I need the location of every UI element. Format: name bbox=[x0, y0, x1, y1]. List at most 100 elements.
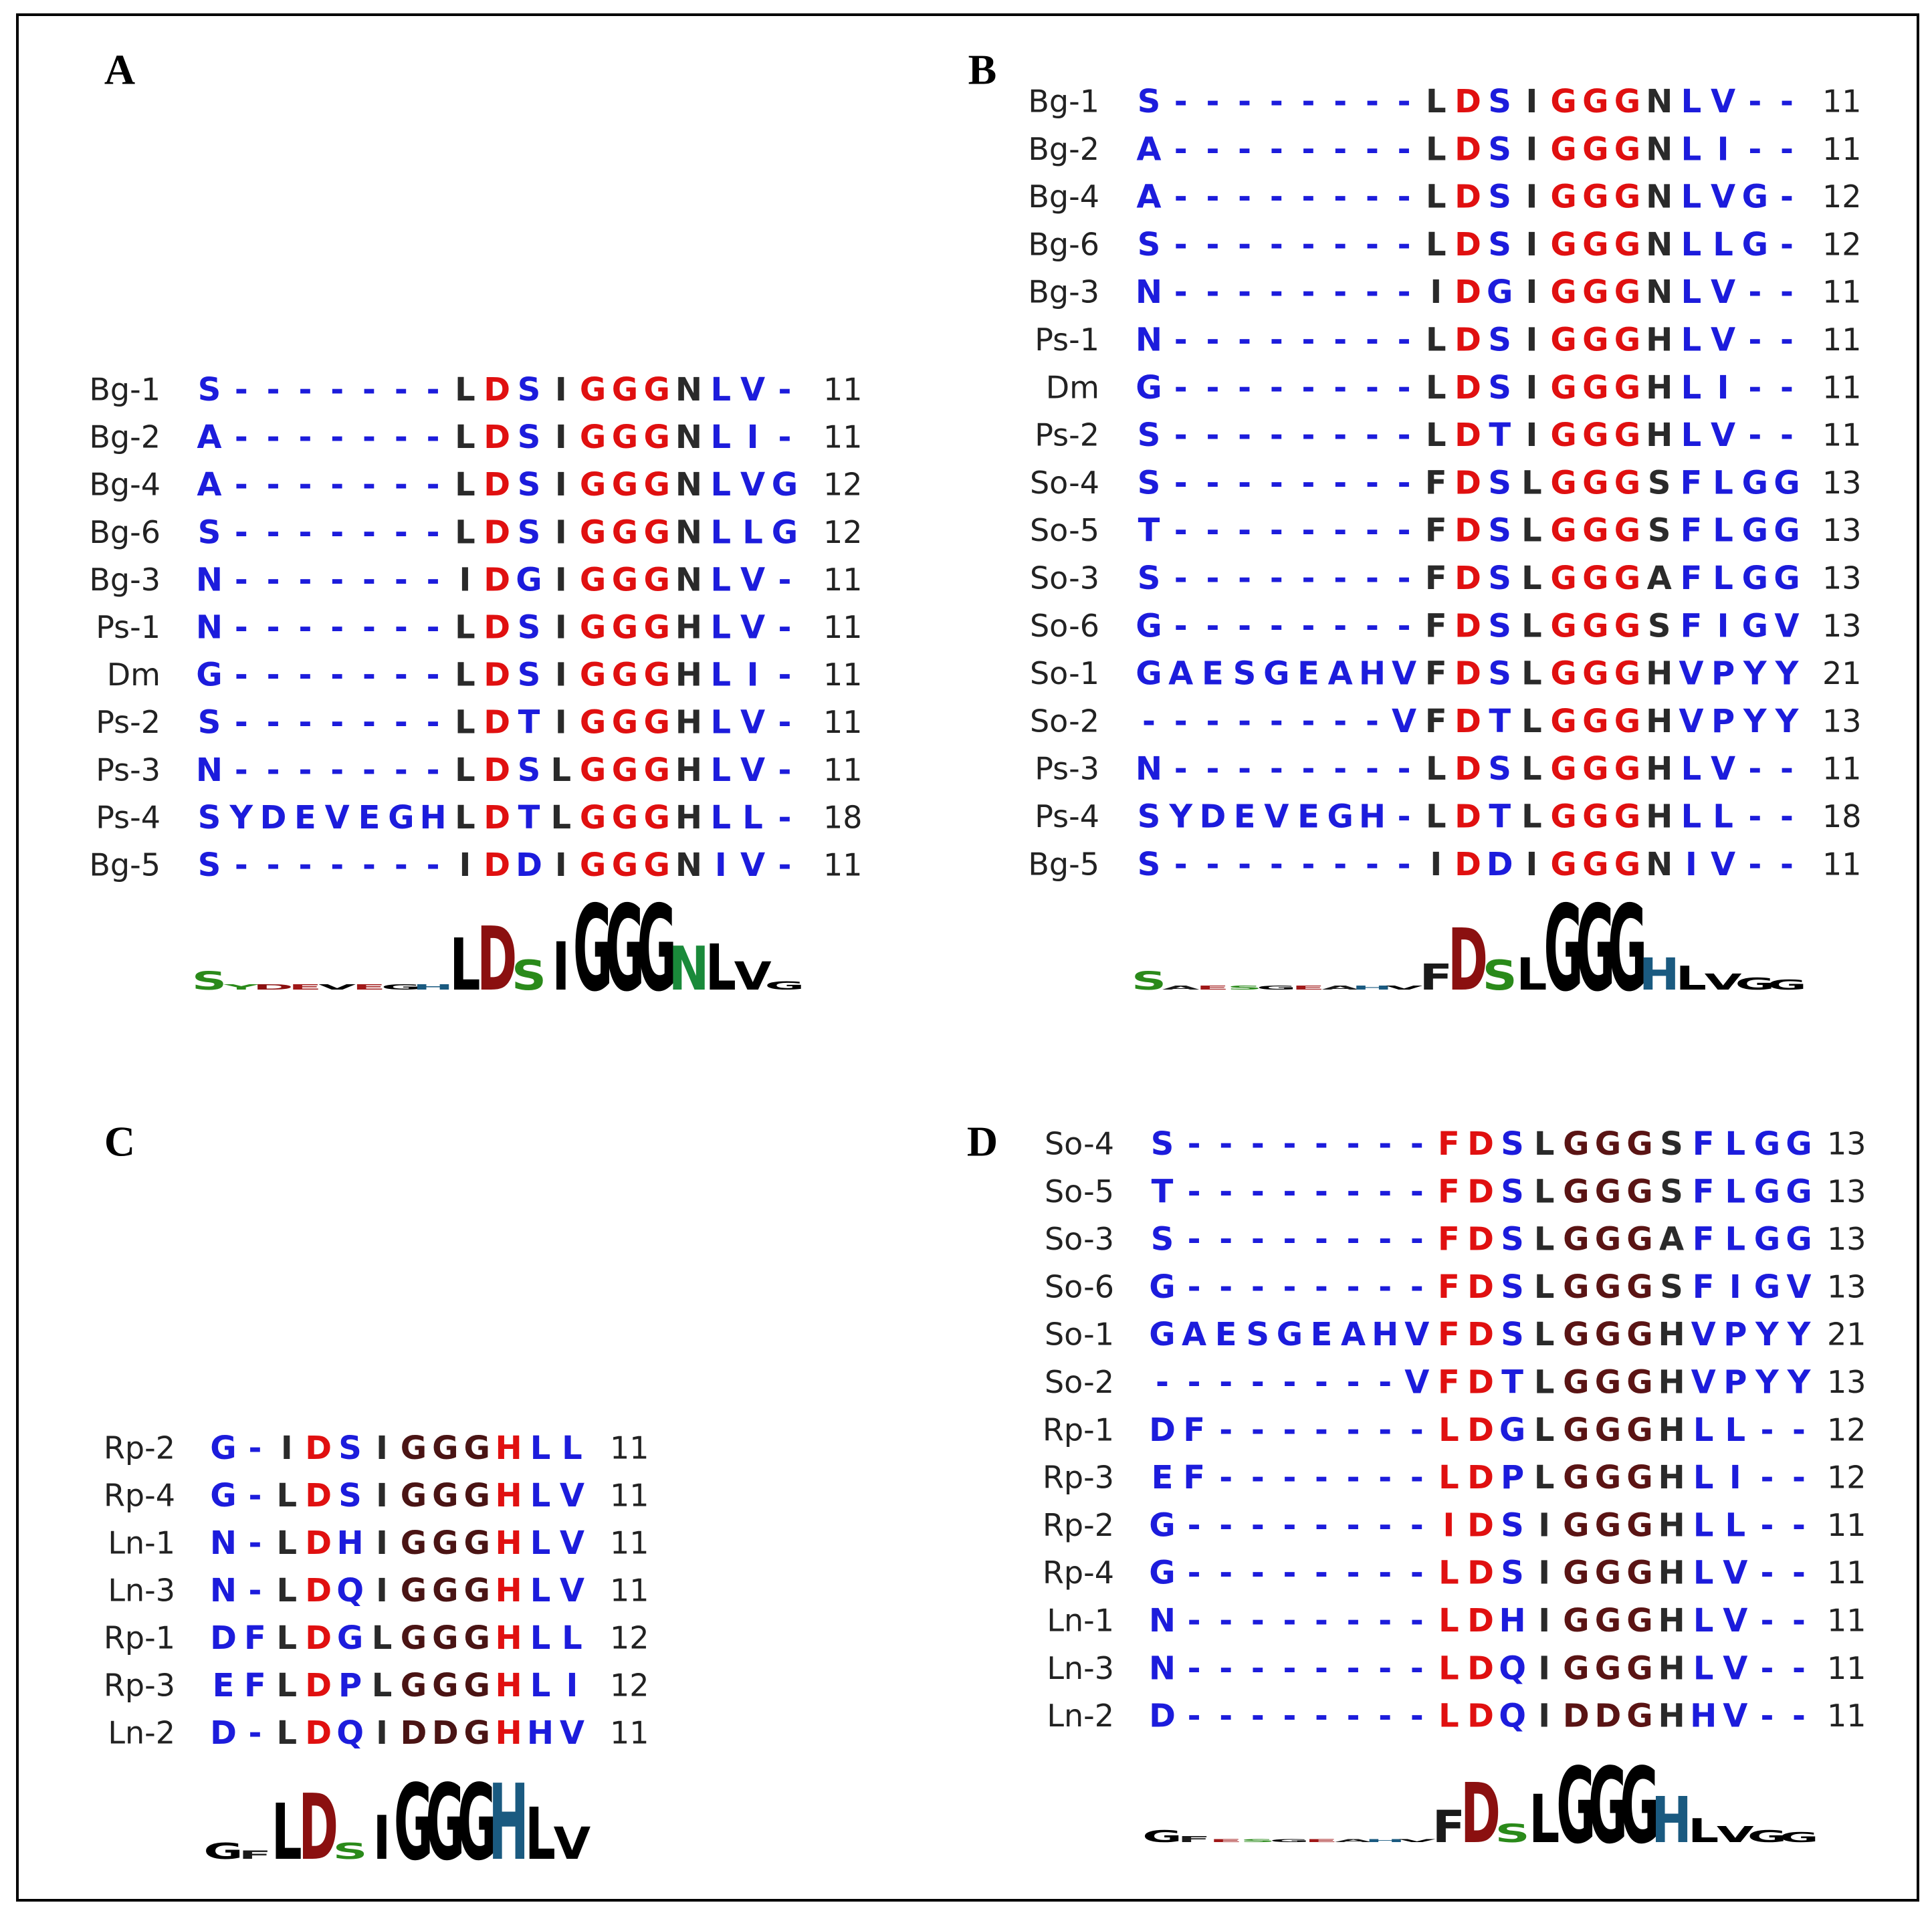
logo-letter: V bbox=[1705, 970, 1743, 995]
residue: T bbox=[1501, 1364, 1523, 1401]
residue: G bbox=[1614, 83, 1640, 120]
residue: L bbox=[1438, 1411, 1459, 1449]
residue: F bbox=[1438, 1221, 1460, 1258]
residue: Y bbox=[1755, 1316, 1780, 1353]
residue: - bbox=[1206, 369, 1219, 407]
residue: P bbox=[338, 1667, 362, 1704]
residue: T bbox=[1489, 417, 1511, 454]
residue: E bbox=[1234, 798, 1256, 836]
residue: N bbox=[1136, 273, 1162, 311]
logo-letter: G bbox=[573, 880, 613, 1017]
residue: A bbox=[1328, 655, 1353, 693]
sequence-length: 11 bbox=[1822, 84, 1862, 120]
residue: N bbox=[210, 1572, 237, 1609]
logo-column: D bbox=[1448, 911, 1488, 1010]
residue: D bbox=[305, 1619, 332, 1657]
residue: L bbox=[1438, 1698, 1459, 1735]
residue: F bbox=[1681, 464, 1703, 501]
residue: - bbox=[1251, 1125, 1265, 1163]
sequence-name: So-5 bbox=[1045, 1173, 1114, 1210]
residue: H bbox=[496, 1572, 522, 1609]
logo-letter: S bbox=[1227, 984, 1262, 991]
sequence-name: Rp-3 bbox=[104, 1668, 175, 1704]
logo-letter: V bbox=[318, 984, 356, 992]
residue: D bbox=[484, 846, 510, 884]
residue: - bbox=[1366, 512, 1379, 550]
residue: I bbox=[1525, 417, 1537, 454]
residue: H bbox=[337, 1524, 364, 1562]
residue: - bbox=[1398, 226, 1411, 263]
residue: G bbox=[1614, 130, 1640, 168]
logo-column: G bbox=[1142, 1827, 1182, 1846]
residue: D bbox=[1455, 607, 1481, 645]
residue: - bbox=[1398, 130, 1411, 168]
residue: I bbox=[566, 1667, 578, 1704]
residue: N bbox=[1646, 83, 1673, 120]
residue: A bbox=[1647, 560, 1672, 597]
residue: - bbox=[298, 371, 312, 409]
residue: V bbox=[325, 799, 350, 836]
residue: - bbox=[1792, 1650, 1806, 1687]
residue: - bbox=[1188, 1650, 1201, 1687]
residue: - bbox=[1333, 560, 1347, 597]
residue: N bbox=[675, 419, 702, 456]
sequence-name: Bg-4 bbox=[1028, 179, 1099, 215]
residue: G bbox=[401, 1430, 427, 1467]
residue: G bbox=[1595, 1506, 1621, 1544]
residue: H bbox=[1646, 750, 1673, 788]
residue: - bbox=[1333, 130, 1347, 168]
residue: D bbox=[1455, 369, 1481, 407]
residue: - bbox=[1333, 83, 1347, 120]
logo-letter: E bbox=[1210, 1838, 1243, 1843]
residue: - bbox=[1270, 179, 1283, 216]
residue: - bbox=[1251, 1221, 1265, 1258]
residue: - bbox=[1219, 1459, 1232, 1496]
residue: N bbox=[196, 561, 223, 598]
residue: G bbox=[1582, 464, 1608, 501]
residue: G bbox=[1614, 179, 1640, 216]
residue: G bbox=[1563, 1221, 1589, 1258]
residue: - bbox=[1283, 1506, 1296, 1544]
sequence-length: 13 bbox=[1822, 608, 1862, 644]
residue: - bbox=[362, 752, 376, 789]
residue: V bbox=[740, 752, 765, 789]
residue: - bbox=[395, 371, 408, 409]
residue: - bbox=[1410, 1221, 1424, 1258]
residue: G bbox=[580, 466, 606, 503]
residue: G bbox=[612, 657, 638, 694]
logo-letter: G bbox=[457, 1762, 497, 1884]
residue: - bbox=[362, 514, 376, 551]
residue: - bbox=[1410, 1698, 1424, 1735]
residue: L bbox=[1725, 1125, 1746, 1163]
residue: - bbox=[362, 704, 376, 742]
residue: - bbox=[1206, 607, 1219, 645]
residue: D bbox=[1467, 1506, 1494, 1544]
logo-letter: H bbox=[1639, 949, 1679, 1000]
residue: F bbox=[1438, 1125, 1460, 1163]
residue: F bbox=[1425, 607, 1447, 645]
residue: E bbox=[1297, 655, 1319, 693]
residue: D bbox=[305, 1714, 332, 1752]
residue: D bbox=[484, 704, 510, 742]
residue: G bbox=[1614, 273, 1640, 311]
residue: S bbox=[1138, 417, 1161, 454]
residue: - bbox=[1347, 1411, 1360, 1449]
residue: D bbox=[1455, 417, 1481, 454]
residue: - bbox=[362, 609, 376, 647]
sequence-length: 11 bbox=[1822, 322, 1862, 358]
residue: L bbox=[277, 1667, 298, 1704]
sequence-length: 12 bbox=[823, 514, 863, 550]
residue: - bbox=[1398, 798, 1411, 836]
residue: S bbox=[198, 514, 221, 551]
residue: D bbox=[1455, 798, 1481, 836]
residue: L bbox=[1681, 83, 1702, 120]
logo-letter: G bbox=[637, 880, 676, 1017]
residue: - bbox=[1398, 369, 1411, 407]
sequence-length: 11 bbox=[1827, 1650, 1866, 1686]
logo-letter: G bbox=[1556, 1745, 1596, 1867]
